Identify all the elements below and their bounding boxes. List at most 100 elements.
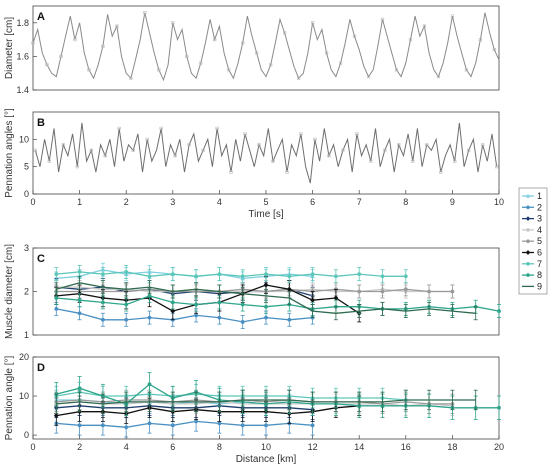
series-line <box>56 399 476 405</box>
x-axis-label: Distance [km] <box>236 454 297 465</box>
legend-marker <box>526 262 530 266</box>
data-point <box>77 423 82 428</box>
data-point <box>240 302 245 307</box>
y-tick-label: 1 <box>24 330 29 340</box>
data-point <box>115 24 119 28</box>
plot-frame <box>32 5 500 91</box>
x-tick-label: 4 <box>124 442 129 452</box>
legend-label: 8 <box>537 270 542 280</box>
plot-frame <box>32 111 500 195</box>
series-2 <box>54 301 315 329</box>
data-point <box>327 154 331 158</box>
series-line <box>32 12 500 82</box>
x-tick-label: 8 <box>403 197 408 207</box>
data-point <box>369 159 373 163</box>
data-point <box>436 74 441 79</box>
data-point <box>427 289 431 294</box>
data-point <box>383 148 387 152</box>
y-axis-label: Pennation angles [°] <box>4 108 15 198</box>
data-point <box>481 143 485 147</box>
series-line <box>56 282 476 314</box>
x-tick-label: 0 <box>30 197 35 207</box>
data-point <box>241 41 245 45</box>
series-9 <box>54 389 478 415</box>
data-point <box>380 289 385 294</box>
data-point <box>170 272 175 276</box>
data-point <box>357 272 362 276</box>
data-point <box>217 300 222 305</box>
x-tick-label: 9 <box>450 197 455 207</box>
legend-item-2: 2 <box>522 202 542 212</box>
data-point <box>324 51 329 55</box>
y-tick-label: 1.4 <box>16 85 29 95</box>
data-point <box>333 295 339 301</box>
data-point <box>187 143 191 147</box>
data-point <box>227 68 231 72</box>
y-tick-label: 20 <box>19 352 29 362</box>
data-point <box>299 132 303 136</box>
data-point <box>47 159 51 163</box>
data-point <box>453 159 457 163</box>
data-point <box>286 286 292 292</box>
series-line <box>56 405 360 417</box>
data-point <box>101 44 105 48</box>
data-point <box>170 423 175 428</box>
legend-item-1: 1 <box>522 191 542 201</box>
data-point <box>77 311 82 316</box>
data-point <box>497 405 501 410</box>
data-point <box>366 74 371 79</box>
data-point <box>194 302 199 307</box>
x-tick-label: 20 <box>494 442 504 452</box>
legend-item-6: 6 <box>522 248 542 258</box>
data-point <box>101 317 105 322</box>
data-point <box>269 63 273 67</box>
data-point <box>394 68 399 72</box>
data-point <box>124 302 129 307</box>
data-point <box>217 315 222 320</box>
data-point <box>215 126 219 130</box>
data-point <box>497 309 501 313</box>
x-tick-label: 0 <box>30 442 35 452</box>
series-line <box>56 383 499 409</box>
data-point <box>213 37 217 42</box>
legend-item-8: 8 <box>522 270 542 280</box>
data-point <box>194 419 199 424</box>
data-point <box>124 425 129 430</box>
series-9 <box>54 275 478 321</box>
data-point <box>287 317 292 322</box>
data-point <box>422 24 427 28</box>
data-point <box>173 154 177 158</box>
data-point <box>310 272 315 276</box>
x-tick-label: 2 <box>77 442 82 452</box>
series-line <box>34 122 498 184</box>
data-point <box>73 37 77 42</box>
y-tick-label: 5 <box>24 162 29 172</box>
data-point <box>464 68 468 72</box>
data-point <box>61 143 65 147</box>
series-line <box>56 405 313 411</box>
data-point <box>313 137 317 141</box>
x-tick-label: 14 <box>354 442 364 452</box>
data-point <box>255 51 259 55</box>
x-tick-label: 1 <box>77 197 82 207</box>
data-point <box>124 270 129 274</box>
data-point <box>411 159 415 163</box>
data-point <box>240 423 245 428</box>
data-point <box>357 289 362 294</box>
x-tick-label: 8 <box>217 442 222 452</box>
panel-label: C <box>37 253 45 265</box>
data-point <box>77 386 82 391</box>
data-point <box>143 11 147 15</box>
series-line <box>56 391 406 401</box>
data-point <box>243 132 247 136</box>
data-point <box>264 304 268 309</box>
y-axis-label: Muscle diameter [cm] <box>4 244 15 339</box>
y-tick-label: 0 <box>24 430 29 440</box>
data-point <box>478 37 482 42</box>
data-point <box>310 423 315 428</box>
data-point <box>87 68 91 72</box>
data-point <box>341 148 345 152</box>
series-7 <box>54 264 408 284</box>
data-point <box>54 307 59 311</box>
x-tick-label: 2 <box>124 197 129 207</box>
